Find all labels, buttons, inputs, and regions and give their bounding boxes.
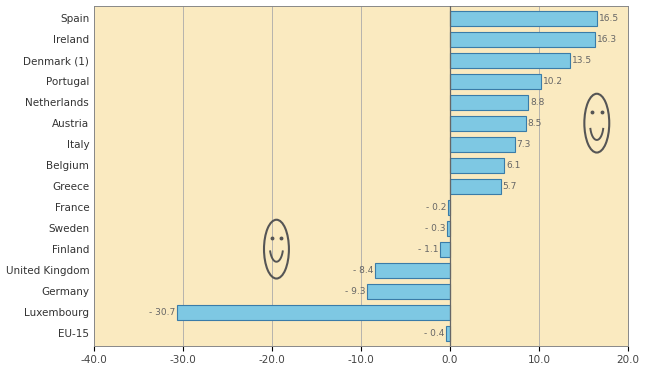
Bar [450,95,528,110]
Bar [450,11,597,26]
Text: - 9.3: - 9.3 [345,287,366,296]
Bar [177,305,450,320]
Text: 8.5: 8.5 [528,119,542,128]
Text: - 1.1: - 1.1 [418,244,439,254]
Bar [440,242,450,257]
Text: 10.2: 10.2 [542,77,562,86]
Text: 7.3: 7.3 [517,139,531,149]
Text: 8.8: 8.8 [530,98,544,106]
Bar [450,137,515,152]
Bar [446,326,450,341]
Text: - 0.3: - 0.3 [425,224,446,233]
Bar [450,158,504,173]
Text: 5.7: 5.7 [502,182,517,191]
Bar [450,73,541,89]
Bar [450,178,501,194]
Text: - 30.7: - 30.7 [149,308,175,316]
Bar [448,200,450,215]
Text: - 0.4: - 0.4 [424,329,444,338]
Text: 16.5: 16.5 [599,14,619,23]
Bar [450,32,595,47]
Text: 16.3: 16.3 [597,35,617,44]
Bar [450,116,526,131]
Text: 6.1: 6.1 [506,161,521,170]
Text: - 0.2: - 0.2 [426,203,446,211]
Text: - 8.4: - 8.4 [353,266,373,275]
Bar [450,53,570,68]
Bar [375,263,450,278]
Bar [447,221,450,236]
Text: 13.5: 13.5 [572,56,592,65]
Bar [367,283,450,299]
